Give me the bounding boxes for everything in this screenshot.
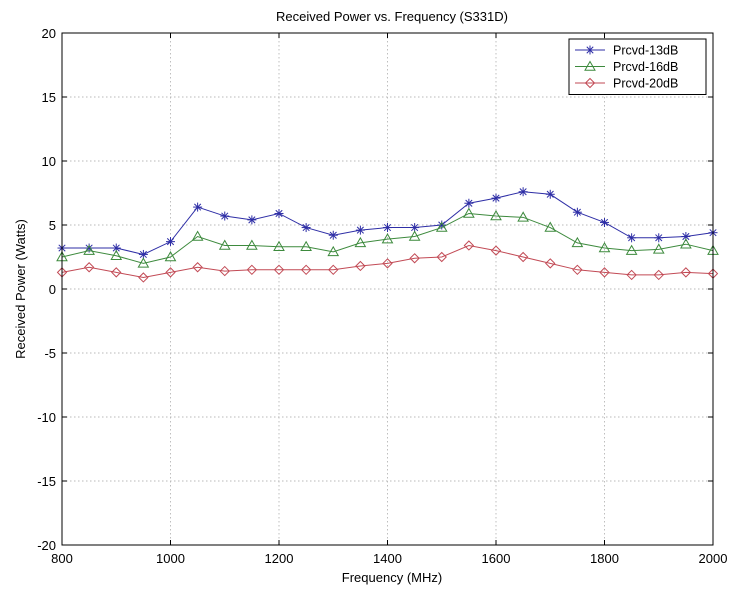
data-point	[490, 245, 502, 256]
data-point	[191, 230, 204, 241]
data-point	[355, 225, 365, 235]
series-line	[61, 244, 714, 278]
legend-item: Prcvd-13dB	[575, 44, 678, 58]
data-point	[518, 187, 528, 197]
data-point	[300, 240, 312, 252]
y-tick-label: 5	[49, 218, 56, 233]
x-tick-label: 1200	[265, 551, 294, 566]
data-point	[517, 251, 529, 263]
data-point	[164, 250, 177, 262]
data-point	[408, 230, 421, 241]
y-tick-label: -15	[37, 474, 56, 489]
data-point	[137, 257, 150, 268]
data-point	[381, 233, 394, 244]
x-tick-label: 1000	[156, 551, 185, 566]
y-tick-label: 20	[42, 26, 56, 41]
legend-item: Prcvd-20dB	[575, 77, 678, 91]
axis-ticks: 800 1000 1200 1400 1600 1800 2000 20 15 10 5 0 -5 -10…	[37, 26, 727, 566]
data-point	[517, 211, 529, 222]
y-axis-label: Received Power (Watts)	[13, 219, 28, 359]
data-point	[572, 207, 582, 217]
data-point	[193, 202, 203, 212]
data-point	[165, 267, 176, 278]
data-point	[490, 210, 502, 221]
data-point	[273, 264, 285, 276]
legend-label: Prcvd-13dB	[613, 44, 678, 58]
data-point	[220, 211, 230, 221]
data-point	[247, 215, 257, 225]
data-point	[625, 244, 638, 255]
data-point	[382, 258, 393, 269]
data-point	[680, 267, 692, 278]
data-point	[192, 262, 203, 273]
series-line	[61, 212, 714, 264]
data-point	[166, 237, 175, 247]
data-point	[83, 262, 95, 273]
legend-label: Prcvd-16dB	[613, 60, 678, 74]
data-point	[327, 245, 340, 257]
data-point	[383, 223, 392, 233]
y-tick-label: 0	[49, 282, 56, 297]
data-point	[653, 269, 664, 281]
data-point	[219, 265, 230, 277]
x-axis-label: Frequency (MHz)	[342, 570, 442, 585]
x-tick-label: 1800	[590, 551, 619, 566]
data-point	[218, 239, 231, 250]
x-tick-label: 1600	[482, 551, 511, 566]
data-point	[111, 267, 122, 278]
data-point	[273, 240, 285, 252]
data-point	[355, 260, 366, 272]
legend-item: Prcvd-16dB	[575, 60, 678, 74]
y-tick-label: -5	[44, 346, 56, 361]
data-point	[654, 233, 664, 243]
data-point	[138, 272, 149, 283]
data-point	[409, 253, 420, 264]
data-point	[600, 217, 609, 227]
x-tick-label: 1400	[373, 551, 402, 566]
data-point	[246, 264, 258, 276]
data-point	[301, 223, 311, 233]
data-point	[435, 221, 448, 232]
data-point	[545, 189, 555, 199]
data-point	[110, 249, 123, 260]
legend-marker	[584, 77, 596, 89]
y-tick-label: 15	[42, 90, 56, 105]
data-point	[354, 236, 367, 248]
data-point	[626, 269, 637, 281]
data-point	[463, 240, 475, 251]
data-point	[274, 208, 284, 218]
data-point	[463, 207, 475, 218]
legend: Prcvd-13dB Prcvd-16dB Prcvd-20dB	[568, 38, 707, 95]
y-tick-label: -10	[37, 410, 56, 425]
data-point	[300, 264, 312, 276]
y-tick-label: -20	[37, 538, 56, 553]
data-point	[328, 264, 339, 276]
data-point	[652, 243, 665, 254]
data-point	[572, 264, 583, 276]
data-point	[680, 238, 692, 249]
data-point	[544, 221, 557, 232]
series-3	[56, 240, 719, 283]
data-point	[246, 239, 258, 250]
data-point	[328, 230, 338, 240]
x-tick-label: 2000	[699, 551, 728, 566]
data-point	[491, 193, 501, 203]
data-point	[627, 233, 637, 243]
legend-marker	[585, 45, 595, 55]
data-point	[598, 242, 611, 253]
data-point	[464, 198, 474, 208]
data-point	[599, 267, 610, 278]
data-point	[571, 236, 584, 248]
series-2	[56, 207, 719, 268]
data-point	[436, 251, 447, 263]
legend-marker	[584, 60, 596, 71]
x-tick-label: 800	[51, 551, 73, 566]
data-point	[545, 258, 556, 269]
legend-label: Prcvd-20dB	[613, 77, 678, 91]
data-point	[83, 244, 95, 255]
chart-title: Received Power vs. Frequency (S331D)	[276, 9, 508, 24]
y-tick-label: 10	[42, 154, 56, 169]
grid	[62, 33, 713, 545]
